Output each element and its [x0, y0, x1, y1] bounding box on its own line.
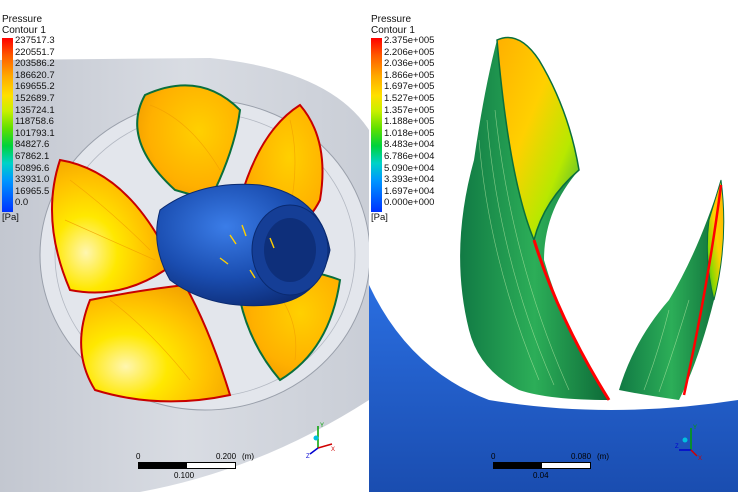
- axis-x-label: X: [698, 456, 702, 460]
- hub-surface: [369, 285, 738, 492]
- legend-title: Pressure: [2, 14, 43, 25]
- pressure-legend-right: Pressure Contour 1 2.375e+005 2.206e+005 2…: [371, 14, 434, 223]
- scale-bar-track: [138, 462, 236, 469]
- legend-tick-label: 2.375e+005: [384, 35, 435, 46]
- legend-tick-label: 220551.7: [15, 46, 55, 58]
- legend-unit: [Pa]: [371, 212, 388, 223]
- color-bar: [371, 38, 382, 212]
- axis-z-label: Z: [675, 444, 679, 450]
- legend-tick-label: 1.018e+005: [384, 127, 435, 139]
- axis-y-label: Y: [320, 423, 324, 429]
- blade-left: [51, 158, 167, 294]
- axis-x-label: X: [331, 447, 335, 453]
- scale-unit: (m): [242, 452, 254, 461]
- blade-closeup-render: [369, 36, 738, 492]
- axis-triad-left: Y X Z: [306, 418, 336, 460]
- legend-tick-label: 203586.2: [15, 58, 55, 70]
- legend-tick-label: 101793.1: [15, 127, 55, 139]
- legend-tick-label: 118758.6: [15, 116, 54, 128]
- second-blade-stem: [619, 180, 724, 400]
- hub-vanes: [219, 224, 275, 279]
- pressure-legend-left: Pressure Contour 1 237517.3 220551.7 20358…: [2, 14, 55, 223]
- axis-triad-icon: Y Z X: [675, 425, 702, 462]
- second-blade-face: [706, 179, 725, 301]
- legend-ticks: 237517.3 220551.7 203586.2 186620.7 169655.2…: [15, 35, 55, 209]
- axis-z-label: Z: [306, 454, 310, 458]
- legend-tick-label: 1.527e+005: [384, 92, 435, 104]
- scale-mid: 0.04: [533, 471, 549, 480]
- scale-bar-left: 0 0.200 (m) 0.100: [136, 452, 254, 480]
- scale-end: 0.080: [571, 452, 592, 461]
- legend-tick-label: 0.000e+000: [384, 197, 435, 209]
- legend-tick-label: 2.206e+005: [384, 46, 435, 58]
- legend-tick-label: 3.393e+004: [384, 174, 435, 186]
- axis-triad-right: Y Z X: [675, 420, 705, 462]
- axis-triad-icon: Y X Z: [306, 423, 335, 460]
- legend-tick-label: 84827.6: [15, 139, 50, 151]
- legend-tick-label: 8.483e+004: [384, 139, 435, 151]
- scale-bar-right: 0 0.080 (m) 0.04: [491, 452, 609, 480]
- scale-start: 0: [136, 452, 141, 461]
- legend-tick-label: 33931.0: [15, 174, 50, 186]
- legend-tick-label: 2.036e+005: [384, 58, 435, 70]
- legend-tick-label: 169655.2: [15, 81, 55, 93]
- legend-ticks: 2.375e+005 2.206e+005 2.036e+005 1.866e+005…: [384, 35, 434, 209]
- legend-subtitle: Contour 1: [371, 25, 415, 36]
- blade-top: [136, 84, 242, 202]
- scale-start: 0: [491, 452, 496, 461]
- legend-tick-label: 135724.1: [15, 104, 55, 116]
- legend-tick-label: 1.357e+005: [384, 104, 435, 116]
- axis-y-label: Y: [693, 425, 697, 431]
- legend-title: Pressure: [371, 14, 412, 25]
- blade-contour-lines: [478, 109, 690, 393]
- main-blade-leading-edge: [532, 239, 611, 401]
- main-blade-face: [496, 36, 580, 243]
- scale-unit: (m): [597, 452, 609, 461]
- legend-tick-label: 1.188e+005: [384, 116, 435, 128]
- legend-tick-label: 67862.1: [15, 150, 50, 162]
- legend-tick-label: 186620.7: [15, 69, 55, 81]
- legend-tick-label: 1.697e+004: [384, 185, 435, 197]
- blade-bottom: [80, 283, 232, 403]
- scale-mid: 0.100: [174, 471, 195, 480]
- hub-outlet-inner: [264, 218, 316, 282]
- legend-tick-label: 1.866e+005: [384, 69, 435, 81]
- color-bar: [2, 38, 13, 212]
- second-blade-leading-edge: [682, 184, 723, 396]
- scale-bar-track: [493, 462, 591, 469]
- left-view-propeller: Pressure Contour 1 237517.3 220551.7 20358…: [0, 14, 369, 492]
- legend-tick-label: 0.0: [15, 197, 29, 209]
- legend-subtitle: Contour 1: [2, 25, 46, 36]
- scale-end: 0.200: [216, 452, 237, 461]
- legend-tick-label: 50896.6: [15, 162, 50, 174]
- legend-tick-label: 237517.3: [15, 35, 55, 46]
- legend-unit: [Pa]: [2, 212, 19, 223]
- legend-tick-label: 152689.7: [15, 92, 55, 104]
- right-view-blade-closeup: Pressure Contour 1 2.375e+005 2.206e+005 2…: [369, 0, 738, 492]
- legend-tick-label: 5.090e+004: [384, 162, 435, 174]
- legend-tick-label: 6.786e+004: [384, 150, 435, 162]
- legend-tick-label: 16965.5: [15, 185, 50, 197]
- propeller-render: [0, 58, 369, 492]
- legend-tick-label: 1.697e+005: [384, 81, 435, 93]
